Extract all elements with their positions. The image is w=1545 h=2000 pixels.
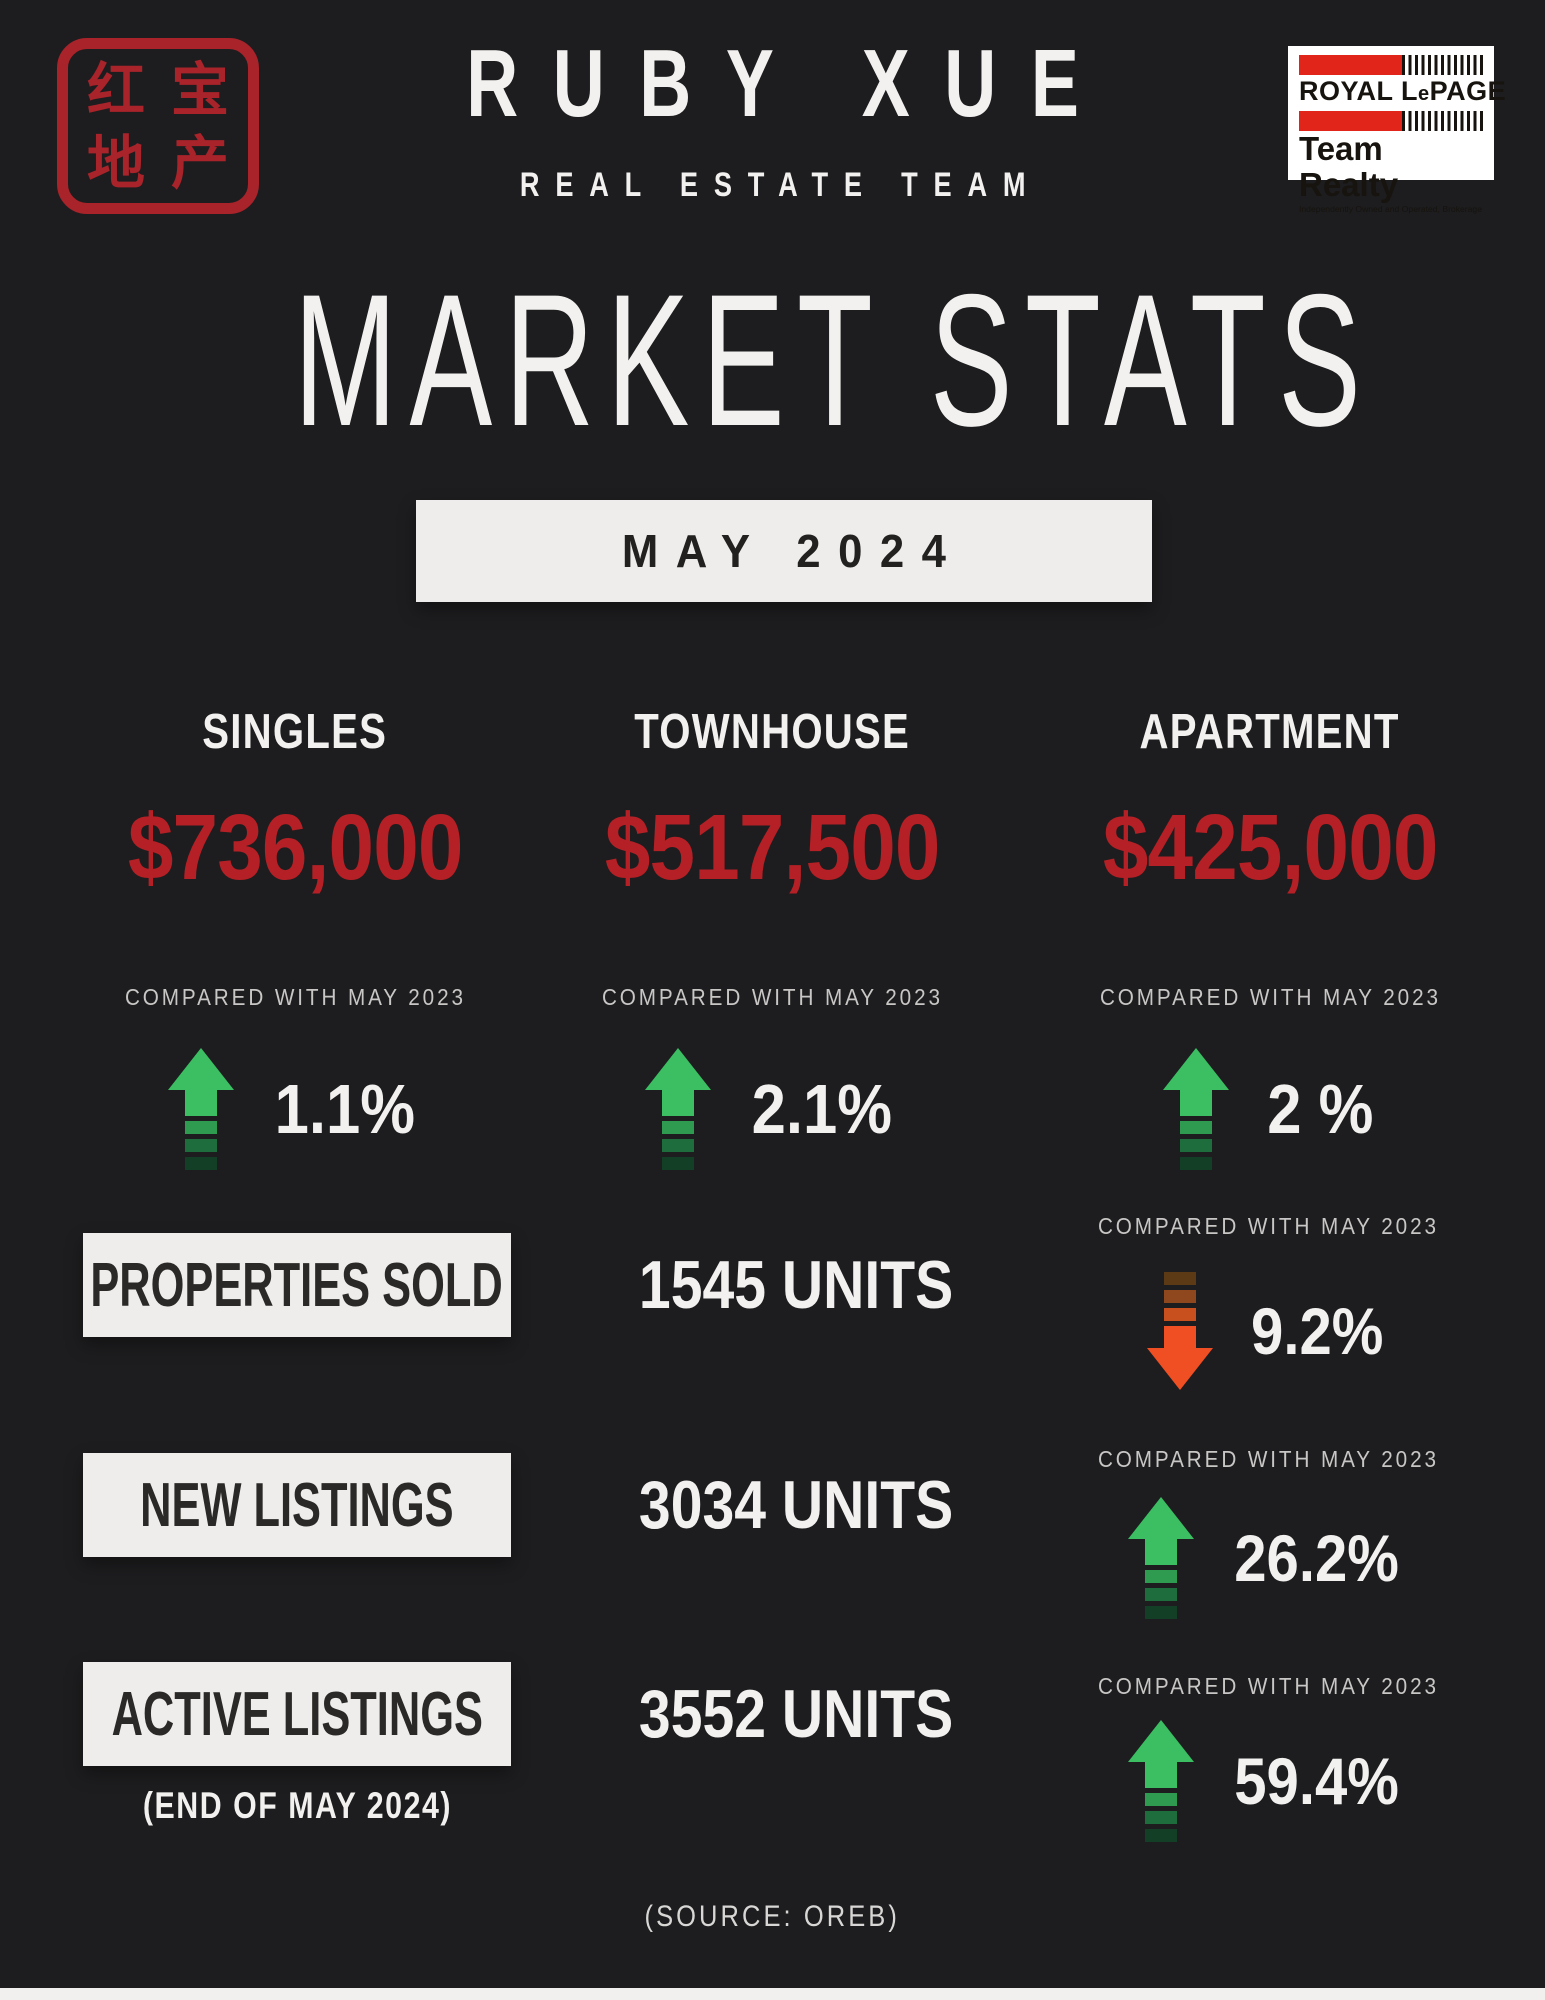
change-value: 9.2%: [1250, 1294, 1384, 1368]
column-label: SINGLES: [202, 705, 388, 759]
change-row: 1.1%: [65, 1048, 525, 1170]
lepage-tagline: Independently Owned and Operated, Broker…: [1299, 204, 1482, 214]
lepage-bottom-bar: [1299, 111, 1483, 131]
team-subtitle: REAL ESTATE TEAM: [0, 168, 1545, 202]
up-arrow-icon: [1160, 1048, 1232, 1170]
stat-value-new-listings: 3034 UNITS: [638, 1467, 954, 1543]
price-column-apartment: APARTMENT $425,000 COMPARED WITH MAY 202…: [1040, 706, 1500, 1170]
stat-value-active-listings: 3552 UNITS: [638, 1676, 954, 1752]
change-row: 2 %: [1040, 1048, 1500, 1170]
lepage-red-bar: [1299, 111, 1403, 131]
lepage-red-bar: [1299, 55, 1403, 75]
change-value: 26.2%: [1234, 1521, 1400, 1595]
period-banner: MAY 2024: [416, 500, 1152, 602]
bottom-edge-strip: [0, 1988, 1545, 2000]
seal-char: 地: [86, 128, 145, 197]
column-label: APARTMENT: [1139, 705, 1401, 759]
lepage-team-realty: Team Realty: [1299, 130, 1399, 203]
column-price: $425,000: [1102, 795, 1439, 899]
column-label: TOWNHOUSE: [634, 705, 910, 759]
period-text: MAY 2024: [621, 525, 964, 577]
team-name-text: RUBY XUE: [466, 30, 1114, 137]
lepage-top-bar: [1299, 55, 1483, 75]
up-arrow-icon: [165, 1048, 237, 1170]
seal-char: 红: [86, 55, 145, 124]
lepage-wordmark: ROYAL LePAGE: [1299, 76, 1507, 106]
change-value: 1.1%: [274, 1070, 416, 1148]
price-column-singles: SINGLES $736,000 COMPARED WITH MAY 2023 …: [65, 706, 525, 1170]
source-note: (SOURCE: OREB): [644, 1900, 901, 1933]
up-arrow-icon: [1125, 1720, 1197, 1842]
chinese-seal-logo: 红 宝 地 产: [57, 38, 259, 214]
column-price: $517,500: [604, 795, 941, 899]
team-subtitle-text: REAL ESTATE TEAM: [519, 166, 1042, 204]
up-arrow-icon: [1125, 1497, 1197, 1619]
change-value: 2.1%: [751, 1070, 893, 1148]
change-value: 2 %: [1266, 1070, 1374, 1148]
stat-value-properties-sold: 1545 UNITS: [638, 1247, 954, 1323]
stat-label-box-new-listings: NEW LISTINGS: [83, 1453, 511, 1557]
compare-label: COMPARED WITH MAY 2023: [1099, 984, 1441, 1010]
change-value: 59.4%: [1234, 1744, 1400, 1818]
team-name: RUBY XUE: [0, 36, 1545, 132]
compare-label: COMPARED WITH MAY 2023: [1097, 1213, 1439, 1239]
change-row: 26.2%: [1075, 1497, 1461, 1619]
compare-label: COMPARED WITH MAY 2023: [601, 984, 943, 1010]
compare-label: COMPARED WITH MAY 2023: [1097, 1673, 1439, 1699]
change-row: 2.1%: [542, 1048, 1002, 1170]
price-column-townhouse: TOWNHOUSE $517,500 COMPARED WITH MAY 202…: [542, 706, 1002, 1170]
column-price: $736,000: [127, 795, 464, 899]
page-title-text: MARKET STATS: [293, 255, 1374, 465]
seal-char: 产: [170, 128, 229, 197]
change-row: 59.4%: [1075, 1720, 1461, 1842]
stat-label-box-properties-sold: PROPERTIES SOLD: [83, 1233, 511, 1337]
change-row: 9.2%: [1075, 1272, 1461, 1390]
down-arrow-icon: [1144, 1272, 1216, 1390]
page-title: MARKET STATS: [0, 266, 1545, 454]
up-arrow-icon: [642, 1048, 714, 1170]
stat-note-active-listings: (END OF MAY 2024): [142, 1785, 452, 1826]
lepage-stripes: [1402, 55, 1483, 75]
royal-lepage-logo: ROYAL LePAGE Team Realty Independently O…: [1288, 46, 1507, 214]
compare-label: COMPARED WITH MAY 2023: [1097, 1446, 1439, 1472]
seal-char: 宝: [170, 55, 229, 124]
stat-label-box-active-listings: ACTIVE LISTINGS: [83, 1662, 511, 1766]
compare-label: COMPARED WITH MAY 2023: [124, 984, 466, 1010]
lepage-stripes: [1402, 111, 1483, 131]
